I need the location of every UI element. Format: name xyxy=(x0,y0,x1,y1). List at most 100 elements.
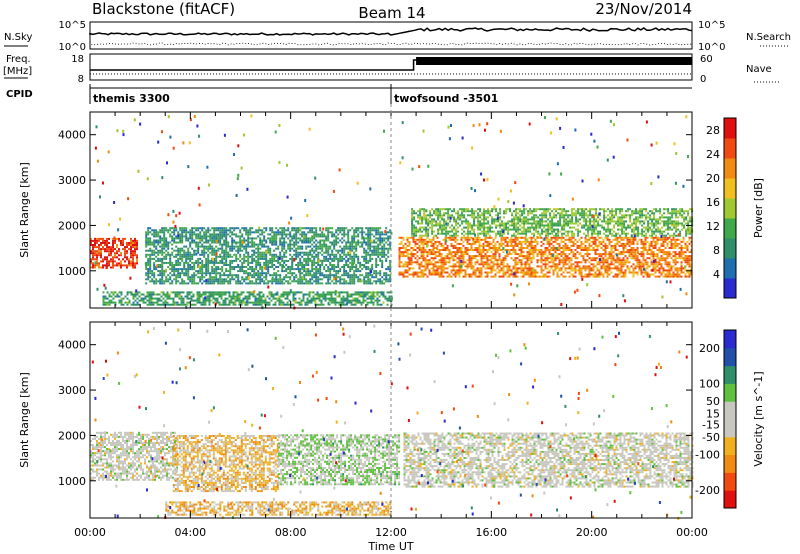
power-cell xyxy=(512,251,515,254)
power-cell xyxy=(594,242,597,245)
power-cell xyxy=(414,273,417,276)
power-cell xyxy=(474,240,477,243)
power-cell xyxy=(468,236,471,239)
power-cell xyxy=(456,247,459,249)
power-cell xyxy=(490,247,493,249)
power-cell xyxy=(251,239,254,242)
power-cell xyxy=(640,240,643,243)
power-cell xyxy=(642,247,645,249)
power-cell xyxy=(116,293,119,296)
power-cell xyxy=(258,301,261,304)
power-cell xyxy=(281,255,284,258)
power-cell xyxy=(145,237,148,240)
power-cell xyxy=(365,272,368,275)
power-cell xyxy=(259,257,262,260)
power-cell xyxy=(213,251,216,254)
power-cell xyxy=(157,231,160,234)
power-cell xyxy=(296,301,299,304)
power-cell xyxy=(290,291,293,294)
power-cell xyxy=(656,261,659,264)
power-cell xyxy=(277,231,280,234)
power-cell xyxy=(187,261,190,264)
power-cell xyxy=(616,240,619,243)
power-cell xyxy=(414,244,417,247)
power-cell xyxy=(277,278,280,281)
power-cell xyxy=(183,274,186,277)
power-cell xyxy=(100,256,102,259)
power-cell xyxy=(225,233,228,236)
power-cell xyxy=(290,303,293,306)
power-cell xyxy=(209,280,212,283)
power-cell xyxy=(167,245,170,248)
power-cell xyxy=(167,231,170,234)
power-cell xyxy=(175,235,178,238)
power-cell xyxy=(602,238,605,241)
power-cell xyxy=(153,241,156,244)
power-cell xyxy=(265,278,268,281)
power-cell xyxy=(486,267,489,270)
power-cell xyxy=(223,257,226,260)
power-cell xyxy=(454,263,457,266)
power-cell xyxy=(400,247,403,249)
power-cell xyxy=(279,280,282,283)
power-cell xyxy=(582,257,585,260)
power-cell xyxy=(664,257,667,260)
power-cell xyxy=(270,291,273,294)
power-cell xyxy=(118,258,120,261)
power-cell xyxy=(223,253,226,256)
power-cell xyxy=(668,271,671,274)
power-cell xyxy=(297,241,300,244)
power-cell xyxy=(288,291,291,294)
power-cell xyxy=(179,282,182,285)
power-cell xyxy=(536,240,539,243)
power-cell xyxy=(377,231,380,234)
power-cell xyxy=(644,244,647,247)
power-cell xyxy=(402,255,405,258)
power-cell xyxy=(548,275,551,278)
power-cell xyxy=(278,303,281,306)
power-cell xyxy=(155,247,158,250)
power-cell xyxy=(295,243,298,246)
power-cell xyxy=(389,278,392,281)
power-cell xyxy=(504,259,507,262)
power-cell xyxy=(239,247,242,250)
power-cell xyxy=(410,259,413,262)
power-cell xyxy=(303,241,306,244)
power-cell xyxy=(259,237,262,240)
power-cell xyxy=(358,295,361,298)
power-cell xyxy=(424,259,427,262)
power-cell xyxy=(203,253,206,256)
power-cell xyxy=(410,247,413,249)
power-cell xyxy=(385,257,388,260)
power-cell xyxy=(171,261,174,264)
power-cell xyxy=(209,261,212,264)
power-cell xyxy=(514,273,517,276)
power-cell xyxy=(173,272,176,275)
power-cell xyxy=(161,243,164,246)
power-cell xyxy=(444,249,447,251)
power-cell xyxy=(572,275,575,278)
power-cell xyxy=(383,274,386,277)
power-cell xyxy=(640,265,643,268)
power-cell xyxy=(361,241,364,244)
power-cell xyxy=(94,266,96,269)
power-cell xyxy=(301,233,304,236)
power-cell xyxy=(377,280,380,283)
power-cell xyxy=(192,299,195,302)
power-cell xyxy=(546,271,549,274)
power-cell xyxy=(327,249,330,252)
power-cell xyxy=(367,235,370,238)
power-cell xyxy=(291,268,294,271)
power-cell xyxy=(590,236,593,239)
power-cell xyxy=(492,244,495,247)
power-cell xyxy=(231,237,234,240)
power-cell xyxy=(381,261,384,264)
power-cell xyxy=(102,264,104,267)
power-cell xyxy=(600,261,603,264)
power-cell xyxy=(389,229,392,232)
power-cell xyxy=(315,243,318,246)
power-cell xyxy=(165,249,168,252)
power-cell xyxy=(632,257,635,260)
power-cell xyxy=(568,261,571,264)
power-cell xyxy=(223,229,226,232)
